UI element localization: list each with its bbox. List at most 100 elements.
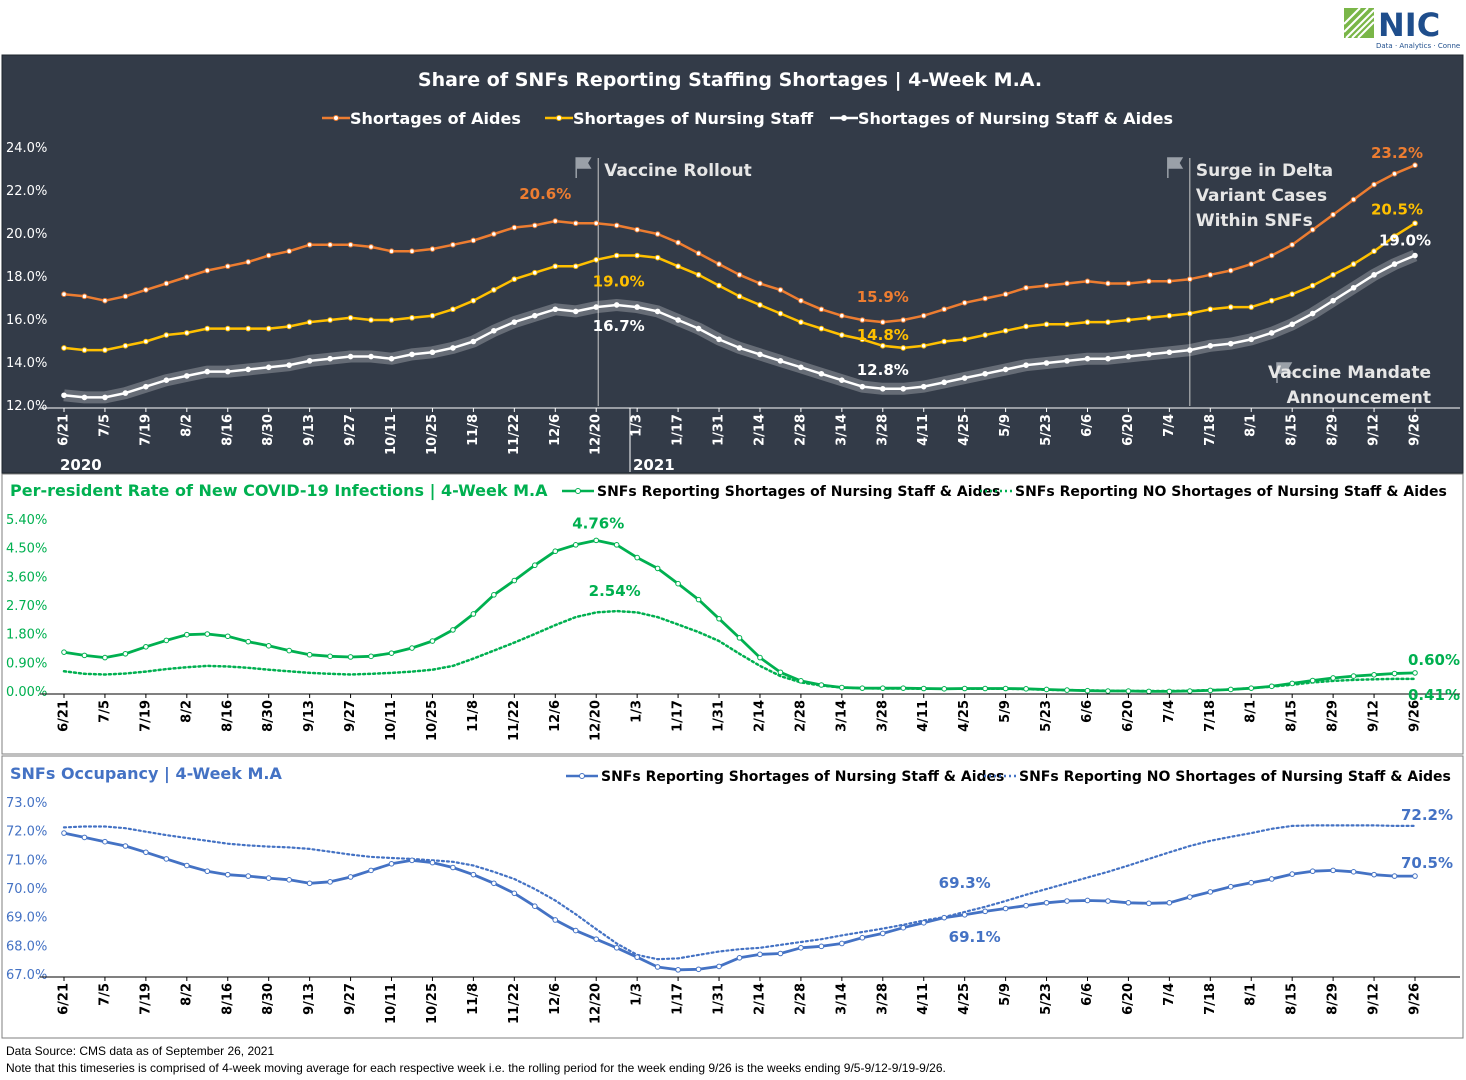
shortage-series-point <box>593 537 600 544</box>
nursing-series-point <box>736 293 743 300</box>
y-tick-label: 67.0% <box>6 968 47 983</box>
nursing-series-point <box>1289 291 1295 298</box>
nursing-series-point <box>81 347 88 353</box>
x-tick-label: 6/20 <box>1121 983 1136 1015</box>
both-series-point <box>511 319 518 325</box>
x-tick-label: 8/15 <box>1285 983 1300 1015</box>
shortage-series-point <box>613 542 620 548</box>
aides-series-point <box>163 280 170 287</box>
both-series-point <box>552 306 559 313</box>
aides-series-point <box>1248 261 1255 267</box>
shortage-series-point <box>81 834 88 841</box>
shortage-series-point <box>593 936 600 942</box>
data-label: 70.5% <box>1401 854 1453 872</box>
annotation-text: Announcement <box>1287 388 1431 408</box>
nursing-series-point <box>839 332 845 338</box>
data-label: 19.0% <box>1379 232 1431 250</box>
shortage-series-point <box>1268 876 1275 882</box>
shortage-series-point <box>675 580 681 587</box>
x-tick-label: 10/25 <box>425 700 440 741</box>
nursing-series-point <box>798 319 804 325</box>
data-label: 16.7% <box>593 317 645 335</box>
logo-tagline: Data · Analytics · Connections <box>1376 42 1460 50</box>
x-tick-label: 8/1 <box>1244 700 1259 723</box>
nursing-series-point <box>532 269 538 276</box>
both-series-point <box>1146 351 1152 358</box>
data-label: 12.8% <box>857 361 909 379</box>
x-tick-label: 12/6 <box>548 700 563 732</box>
shortage-series-point <box>388 860 395 867</box>
both-series-point <box>1187 347 1193 353</box>
shortage-series-point <box>61 649 67 655</box>
both-series-point <box>920 383 927 390</box>
both-series-point <box>163 377 170 384</box>
x-tick-label: 6/6 <box>1080 700 1095 723</box>
both-series-point <box>1371 272 1377 278</box>
shortage-series-point <box>204 868 211 875</box>
data-label: 0.60% <box>1408 651 1460 669</box>
nursing-series-point <box>1166 312 1173 319</box>
shortage-series-point <box>982 908 988 915</box>
shortage-series-point <box>1064 687 1070 693</box>
x-tick-label: 9/12 <box>1367 414 1382 446</box>
nursing-series-point <box>429 312 436 319</box>
both-series-point <box>143 383 149 390</box>
aides-series-point <box>1350 196 1357 203</box>
both-series-point <box>1207 343 1214 349</box>
y-tick-label: 1.80% <box>6 628 47 643</box>
shortage-series-point <box>675 967 681 973</box>
aides-series-point <box>511 224 518 231</box>
shortage-series-point <box>1146 688 1152 695</box>
both-series-point <box>572 308 579 315</box>
shortage-series-point <box>388 650 395 656</box>
x-tick-label: 6/6 <box>1080 983 1095 1006</box>
shortage-series-point <box>1125 899 1132 906</box>
nursing-series-point <box>920 343 927 349</box>
both-series-point <box>654 308 661 315</box>
shortage-series-point <box>1350 869 1357 875</box>
staffing-shortages-chart: Share of SNFs Reporting Staffing Shortag… <box>1 54 1464 474</box>
x-tick-label: 8/15 <box>1285 414 1300 446</box>
shortage-series-point <box>1330 867 1336 874</box>
aides-series-point <box>347 241 354 248</box>
shortage-series-point <box>1371 672 1377 678</box>
nursing-series-point <box>491 287 497 293</box>
y-tick-label: 24.0% <box>6 141 47 156</box>
annotation-text: Within SNFs <box>1196 211 1313 231</box>
aides-series-point <box>593 220 600 227</box>
footer: Data Source: CMS data as of September 26… <box>6 1043 946 1077</box>
data-source-note: Data Source: CMS data as of September 26… <box>6 1044 275 1058</box>
data-label: 19.0% <box>593 273 645 291</box>
shortage-series-point <box>1002 685 1009 692</box>
x-tick-label: 3/28 <box>875 700 890 732</box>
legend-label: Shortages of Aides <box>350 109 521 128</box>
aides-series-point <box>429 246 436 252</box>
x-tick-label: 9/27 <box>343 983 358 1015</box>
nursing-series-point <box>1391 233 1398 239</box>
legend-label: SNFs Reporting NO Shortages of Nursing S… <box>1015 484 1447 500</box>
aides-series-point <box>920 312 927 319</box>
aides-series-point <box>798 297 804 304</box>
aides-series-point <box>491 231 497 237</box>
both-series-point <box>1043 360 1050 366</box>
shortage-series-point <box>757 654 763 661</box>
x-tick-label: 1/3 <box>630 700 645 723</box>
both-series-point <box>716 336 722 343</box>
shortage-series-point <box>1146 900 1152 907</box>
nursing-series-point <box>327 317 333 323</box>
shortage-series-point <box>1309 677 1316 684</box>
both-series-point <box>491 327 497 334</box>
nursing-series-point <box>1084 319 1091 325</box>
chart-title: SNFs Occupancy | 4-Week M.A <box>10 764 282 784</box>
both-series-point <box>1227 340 1234 347</box>
aides-series-point <box>654 231 661 237</box>
shortage-series-point <box>716 615 722 622</box>
shortage-series-point <box>900 685 907 691</box>
both-series-point <box>81 394 88 401</box>
shortage-series-point <box>122 843 129 849</box>
shortage-series-point <box>163 637 170 644</box>
x-tick-label: 9/26 <box>1408 414 1423 446</box>
nursing-series-point <box>470 297 477 304</box>
x-tick-label: 8/30 <box>261 414 276 446</box>
x-tick-label: 8/30 <box>261 700 276 732</box>
